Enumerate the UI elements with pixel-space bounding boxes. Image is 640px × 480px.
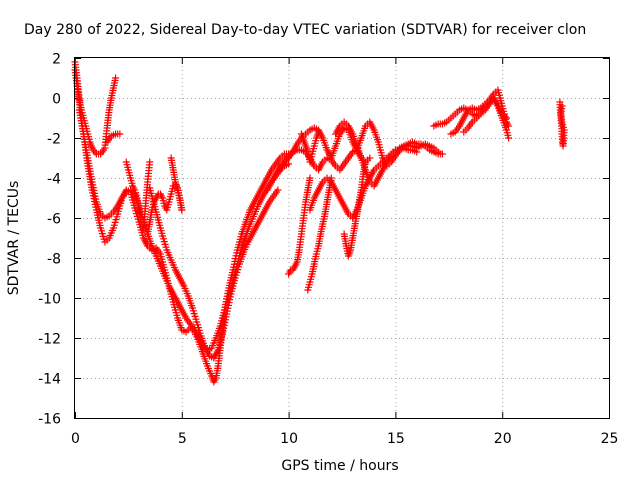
series-arc-5 bbox=[146, 184, 282, 362]
y-tick-label: 2 bbox=[52, 52, 61, 68]
data-point bbox=[306, 174, 314, 182]
series-arc-19 bbox=[460, 94, 513, 142]
series-arc-4 bbox=[75, 106, 293, 354]
y-axis-label: SDTVAR / TECUs bbox=[6, 181, 22, 296]
y-tick-label: -16 bbox=[38, 412, 61, 428]
x-tick-labels: 0 5 10 15 20 25 bbox=[71, 431, 618, 447]
y-tick-label: -4 bbox=[47, 172, 61, 188]
series-arc-12 bbox=[285, 174, 314, 278]
series-arc-2 bbox=[103, 130, 124, 146]
series-arc-16 bbox=[332, 118, 374, 166]
y-tick-labels: -16 -14 -12 -10 -8 -6 -4 -2 0 2 bbox=[38, 52, 61, 428]
x-tick-label: 15 bbox=[387, 431, 405, 447]
data-point bbox=[112, 74, 120, 82]
data-point bbox=[413, 148, 421, 156]
data-point bbox=[146, 158, 154, 166]
series-arc-1 bbox=[71, 58, 120, 158]
series-arc-11 bbox=[306, 144, 421, 222]
data-points bbox=[71, 58, 568, 386]
series-arc-8 bbox=[167, 154, 186, 214]
chart-title: Day 280 of 2022, Sidereal Day-to-day VTE… bbox=[24, 22, 586, 38]
data-point bbox=[315, 128, 323, 136]
y-tick-label: -10 bbox=[38, 292, 61, 308]
y-tick-label: -6 bbox=[47, 212, 61, 228]
data-point bbox=[505, 122, 513, 130]
y-tick-label: -8 bbox=[47, 252, 61, 268]
data-point bbox=[274, 186, 282, 194]
y-tick-label: -12 bbox=[38, 332, 61, 348]
y-tick-label: -14 bbox=[38, 372, 61, 388]
data-point bbox=[505, 134, 513, 142]
x-axis-label: GPS time / hours bbox=[281, 458, 398, 474]
y-tick-label: 0 bbox=[52, 92, 61, 108]
data-point bbox=[327, 174, 335, 182]
x-tick-label: 5 bbox=[178, 431, 187, 447]
x-tick-label: 0 bbox=[71, 431, 80, 447]
data-point bbox=[558, 102, 566, 110]
series-arc-10 bbox=[263, 118, 446, 194]
series-arc-18 bbox=[447, 86, 513, 138]
data-point bbox=[178, 206, 186, 214]
x-tick-label: 20 bbox=[494, 431, 512, 447]
series-arc-7 bbox=[122, 158, 154, 234]
plot-frame bbox=[74, 57, 610, 419]
y-tick-label: -2 bbox=[47, 132, 61, 148]
data-point bbox=[366, 154, 374, 162]
series-arc-20 bbox=[556, 98, 568, 150]
series-arc-15 bbox=[297, 128, 323, 166]
grid-lines bbox=[75, 58, 609, 418]
data-point bbox=[116, 130, 124, 138]
data-point bbox=[438, 150, 446, 158]
x-tick-label: 25 bbox=[601, 431, 619, 447]
series-arc-13 bbox=[304, 174, 335, 294]
series-arc-14 bbox=[340, 158, 369, 260]
x-tick-label: 10 bbox=[280, 431, 298, 447]
